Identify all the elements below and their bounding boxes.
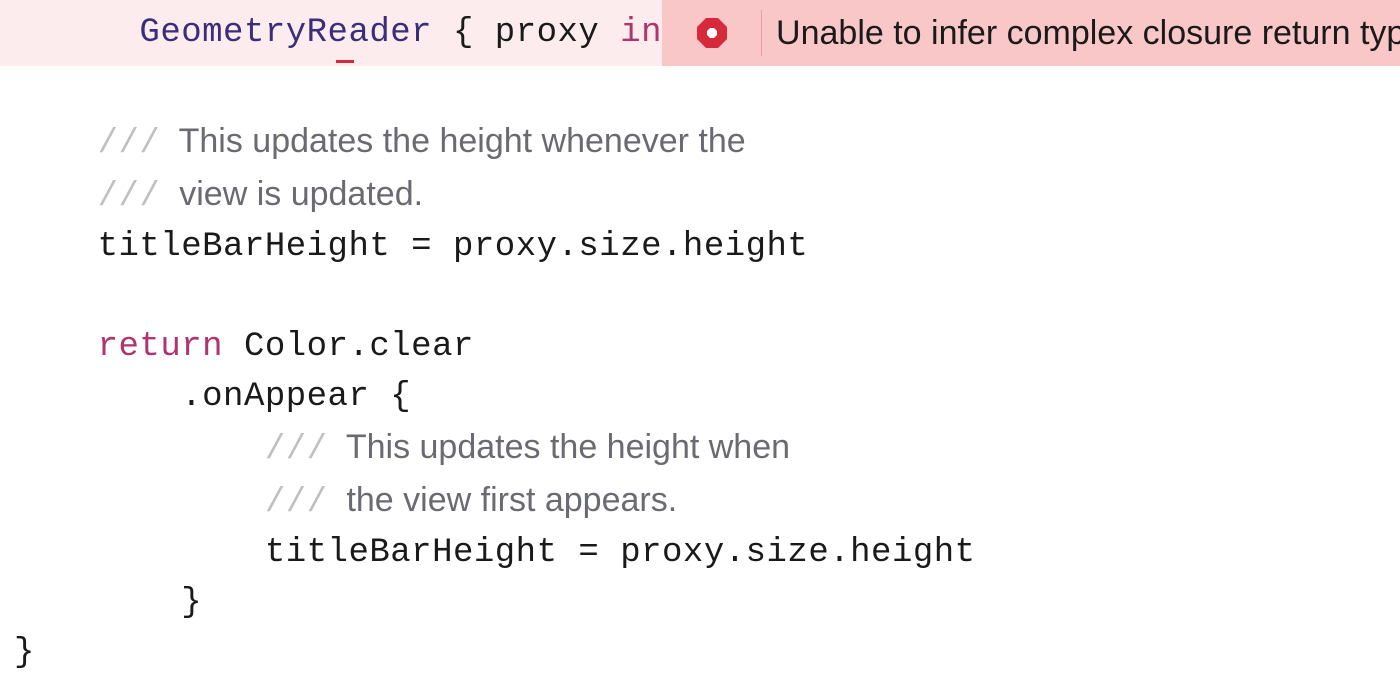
error-octagon-inner [707, 28, 717, 38]
code-text: titleBarHeight = proxy.size.height [98, 228, 809, 266]
doc-mark: /// [265, 431, 328, 469]
code-line-doc1: /// This updates the height whenever the [0, 116, 1400, 169]
code-line-doc3: /// This updates the height when [0, 422, 1400, 475]
code-line-assign2: titleBarHeight = proxy.size.height [0, 528, 1400, 578]
code-line-close-inner: } [0, 578, 1400, 628]
indent [14, 584, 181, 622]
indent [14, 534, 265, 572]
keyword-return: return [98, 328, 223, 366]
doc-mark: /// [98, 178, 161, 216]
code-text: titleBarHeight = proxy.size.height [265, 534, 976, 572]
doc-text: This updates the height when [328, 428, 790, 466]
code-line-close-outer: } [0, 628, 1400, 673]
brace-token: { [432, 14, 495, 52]
doc-text: view is updated. [160, 175, 423, 213]
code-line-assign1: titleBarHeight = proxy.size.height [0, 222, 1400, 272]
indent [14, 178, 98, 216]
code-text: Color.clear [223, 328, 474, 366]
error-line-row: GeometryReader { proxy in Unable to infe… [0, 0, 1400, 66]
keyword-in: in [620, 14, 662, 52]
doc-text: This updates the height whenever the [160, 122, 745, 160]
indent [14, 125, 98, 163]
indent [14, 328, 98, 366]
brace-close: } [181, 584, 202, 622]
brace-close: } [14, 634, 35, 672]
error-icon-box[interactable] [662, 0, 762, 66]
indent [14, 484, 265, 522]
blank-line [0, 272, 1400, 322]
code-line-doc4: /// the view first appears. [0, 475, 1400, 528]
doc-text: the view first appears. [328, 481, 678, 519]
code-line-doc2: /// view is updated. [0, 169, 1400, 222]
doc-mark: /// [98, 125, 161, 163]
code-line-onappear: .onAppear { [0, 372, 1400, 422]
code-editor[interactable]: GeometryReader { proxy in Unable to infe… [0, 0, 1400, 673]
indent [14, 378, 181, 416]
indent [14, 431, 265, 469]
error-message-text: Unable to infer complex closure return t… [762, 14, 1400, 53]
error-underline [336, 60, 354, 63]
type-token: GeometryReader [139, 14, 432, 52]
code-text: .onAppear { [181, 378, 411, 416]
doc-mark: /// [265, 484, 328, 522]
indent [14, 228, 98, 266]
code-line-return: return Color.clear [0, 322, 1400, 372]
error-octagon-icon [697, 18, 727, 48]
error-banner[interactable]: Unable to infer complex closure return t… [662, 0, 1400, 66]
code-line-1: GeometryReader { proxy in [0, 0, 662, 90]
param-token: proxy [495, 14, 620, 52]
